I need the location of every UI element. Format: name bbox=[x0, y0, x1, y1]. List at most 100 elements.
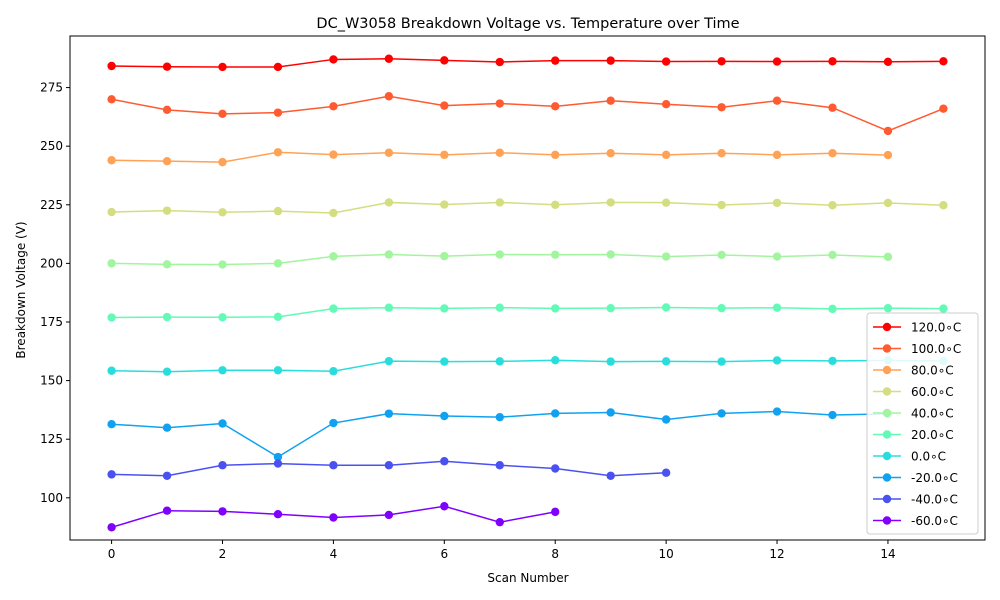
data-point bbox=[606, 303, 615, 313]
legend-label: 20.0∘C bbox=[911, 428, 954, 442]
chart-title: DC_W3058 Breakdown Voltage vs. Temperatu… bbox=[316, 16, 739, 32]
data-point bbox=[384, 54, 394, 63]
data-point bbox=[440, 150, 449, 160]
data-point bbox=[551, 200, 560, 209]
data-point bbox=[273, 510, 283, 519]
axes-frame bbox=[69, 35, 986, 541]
y-tick-label: 225 bbox=[40, 198, 63, 212]
data-point bbox=[772, 407, 782, 416]
data-point bbox=[717, 357, 726, 366]
data-point bbox=[661, 57, 671, 66]
data-point bbox=[606, 56, 615, 65]
legend-box bbox=[866, 312, 979, 535]
series-line bbox=[111, 95, 944, 132]
data-point bbox=[606, 408, 615, 417]
data-point bbox=[883, 252, 893, 262]
data-point bbox=[551, 356, 560, 365]
data-point bbox=[828, 103, 837, 112]
data-point bbox=[661, 415, 671, 424]
y-tick-label: 100 bbox=[40, 491, 63, 505]
data-point bbox=[440, 101, 449, 110]
legend-label: 60.0∘C bbox=[911, 385, 954, 399]
legend-label: 120.0∘C bbox=[911, 321, 961, 335]
data-point bbox=[661, 468, 671, 477]
data-point bbox=[551, 304, 560, 313]
data-point bbox=[384, 409, 394, 418]
data-point bbox=[107, 207, 116, 217]
legend-marker bbox=[882, 344, 892, 353]
data-point bbox=[329, 513, 338, 522]
data-point bbox=[329, 304, 338, 313]
y-axis-ticks: 100 125 150 175 200 225 250 275 bbox=[40, 81, 70, 505]
x-tick-label: 4 bbox=[330, 547, 338, 561]
legend-label: 100.0∘C bbox=[911, 342, 961, 356]
data-point bbox=[440, 502, 449, 511]
data-point bbox=[661, 303, 671, 312]
data-point bbox=[273, 108, 283, 117]
data-point bbox=[218, 313, 227, 322]
legend-marker bbox=[882, 473, 892, 482]
data-point bbox=[329, 252, 338, 261]
data-point bbox=[939, 104, 948, 113]
series-0 bbox=[107, 54, 948, 72]
data-point bbox=[717, 149, 726, 158]
data-point bbox=[273, 452, 283, 462]
series-4 bbox=[107, 250, 893, 269]
x-axis-ticks: 0 2 4 6 8 10 12 14 bbox=[108, 540, 896, 561]
data-point bbox=[107, 61, 116, 71]
data-point bbox=[384, 148, 394, 157]
data-point bbox=[440, 411, 449, 421]
legend-label: 0.0∘C bbox=[911, 450, 946, 464]
x-tick-label: 8 bbox=[551, 547, 559, 561]
series-1 bbox=[107, 92, 948, 136]
series-line bbox=[111, 359, 944, 373]
legend-item: -40.0∘C bbox=[873, 493, 958, 507]
data-point bbox=[273, 62, 283, 72]
data-point bbox=[329, 461, 338, 470]
data-point bbox=[162, 506, 172, 515]
data-point bbox=[107, 470, 116, 479]
series-line bbox=[111, 57, 944, 68]
data-point bbox=[828, 201, 837, 210]
legend-label: -20.0∘C bbox=[911, 471, 958, 485]
data-point bbox=[606, 357, 615, 366]
y-tick-label: 175 bbox=[40, 315, 63, 329]
data-point bbox=[495, 461, 504, 470]
y-axis-label: Breakdown Voltage (V) bbox=[14, 221, 28, 358]
data-point bbox=[162, 471, 172, 480]
x-tick-label: 0 bbox=[108, 547, 116, 561]
data-point bbox=[162, 260, 172, 269]
data-point bbox=[883, 198, 893, 208]
data-point bbox=[772, 150, 782, 160]
data-point bbox=[883, 126, 893, 136]
data-point bbox=[218, 507, 227, 516]
y-tick-label: 150 bbox=[40, 374, 63, 388]
data-point bbox=[162, 62, 172, 71]
data-point bbox=[606, 198, 615, 207]
data-point bbox=[828, 304, 837, 314]
data-point bbox=[883, 150, 893, 160]
data-point bbox=[273, 148, 283, 157]
data-point bbox=[551, 102, 560, 111]
data-point bbox=[661, 357, 671, 366]
data-point bbox=[606, 250, 615, 259]
legend-marker bbox=[882, 430, 892, 439]
data-point bbox=[495, 57, 504, 67]
data-point bbox=[495, 250, 504, 259]
series-9 bbox=[107, 502, 560, 532]
legend-item: -60.0∘C bbox=[873, 514, 958, 528]
data-point bbox=[551, 409, 560, 418]
legend-marker bbox=[882, 516, 892, 525]
data-point bbox=[273, 312, 283, 322]
data-point bbox=[162, 105, 172, 115]
data-point bbox=[772, 356, 782, 365]
data-point bbox=[828, 356, 837, 366]
data-point bbox=[495, 303, 504, 312]
data-point bbox=[218, 419, 227, 428]
y-tick-label: 275 bbox=[40, 81, 63, 95]
data-point bbox=[273, 459, 283, 468]
data-point bbox=[384, 356, 394, 366]
x-axis-label: Scan Number bbox=[487, 571, 568, 585]
series-3 bbox=[107, 198, 948, 218]
data-point bbox=[772, 198, 782, 208]
